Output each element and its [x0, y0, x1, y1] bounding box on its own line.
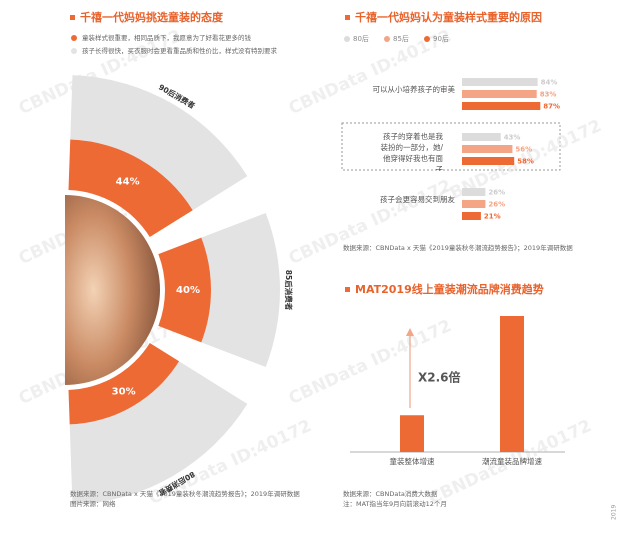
bar [462, 78, 538, 86]
legend-label: 童装样式很重要，相同品质下，我愿意为了好看花更多的钱 [82, 33, 252, 42]
x-tick-label: 潮流童装品牌增速 [482, 456, 542, 466]
legend-dot [71, 35, 77, 41]
chart-title: 千禧一代妈妈挑选童装的态度 [80, 10, 224, 24]
title-marker [345, 287, 350, 292]
bar [462, 90, 537, 98]
bar [462, 188, 486, 196]
legend-dot [344, 36, 350, 42]
bar [462, 212, 481, 220]
side-text: 2019 [611, 505, 618, 520]
legend-label: 85后 [393, 34, 409, 43]
bar [462, 157, 515, 165]
chart-title: 千禧一代妈妈认为童装样式重要的原因 [355, 10, 542, 24]
photo [65, 195, 160, 385]
source-note: 数据来源：CBNData消费大数据 [343, 489, 438, 498]
ring-segment [158, 237, 211, 343]
title-marker [70, 15, 75, 20]
value-label: 43% [504, 134, 521, 142]
ring-rest [70, 75, 248, 211]
ring-rest [201, 212, 280, 368]
label-box: 可以从小培养孩子的审美 [372, 85, 456, 94]
annotation: X2.6倍 [418, 370, 461, 385]
label-box: 孩子的穿着也是我装扮的一部分，她/他穿得好我也有面子 [380, 132, 443, 171]
label-box: 孩子会更容易交到朋友 [380, 195, 455, 204]
legend-label: 孩子长得很快，买衣服时会更看重品质和性价比，样式没有特别要求 [82, 46, 278, 55]
bar [462, 145, 513, 153]
legend-dot [384, 36, 390, 42]
x-tick-label: 童装整体增速 [390, 456, 435, 466]
legend-label: 90后 [433, 34, 449, 43]
value-label: 21% [484, 213, 501, 221]
category-label: 孩子会更容易交到朋友 [380, 195, 455, 204]
category-label: 孩子的穿着也是我装扮的一部分，她/他穿得好我也有面子 [380, 132, 443, 171]
value-label: 26% [488, 201, 505, 209]
watermark: CBNData ID:40172 [286, 316, 455, 409]
bar [400, 415, 424, 452]
value-label: 83% [540, 91, 557, 99]
title-marker [345, 15, 350, 20]
value-label: 26% [488, 189, 505, 197]
ring-segment [68, 139, 193, 238]
legend-label: 80后 [353, 34, 369, 43]
value-label: 40% [176, 285, 200, 296]
source-note: 数据来源：CBNData x 天猫《2019童装秋冬潮流趋势报告》；2019年调… [343, 243, 573, 252]
ring-segment [68, 342, 180, 425]
legend-dot [71, 48, 77, 54]
value-label: 56% [515, 146, 532, 154]
value-label: 87% [543, 103, 560, 111]
ring-rest [69, 361, 248, 505]
source-note: 数据来源：CBNData x 天猫《2019童装秋冬潮流趋势报告》；2019年调… [70, 489, 300, 498]
bar [462, 102, 541, 110]
value-label: 58% [517, 158, 534, 166]
arrow-head [406, 328, 414, 336]
source-note: 图片来源：网络 [70, 499, 116, 508]
bar [462, 133, 501, 141]
chart-title: MAT2019线上童装潮流品牌消费趋势 [355, 282, 544, 296]
category-label: 85后消费者 [284, 270, 294, 311]
value-label: 30% [112, 387, 136, 398]
source-note: 注：MAT指当年9月向前滚动12个月 [343, 499, 447, 508]
value-label: 84% [541, 79, 558, 87]
bar [500, 316, 524, 452]
bar [462, 200, 486, 208]
value-label: 44% [116, 176, 140, 187]
highlight-box [341, 122, 561, 171]
legend-dot [424, 36, 430, 42]
category-label: 可以从小培养孩子的审美 [372, 85, 456, 94]
